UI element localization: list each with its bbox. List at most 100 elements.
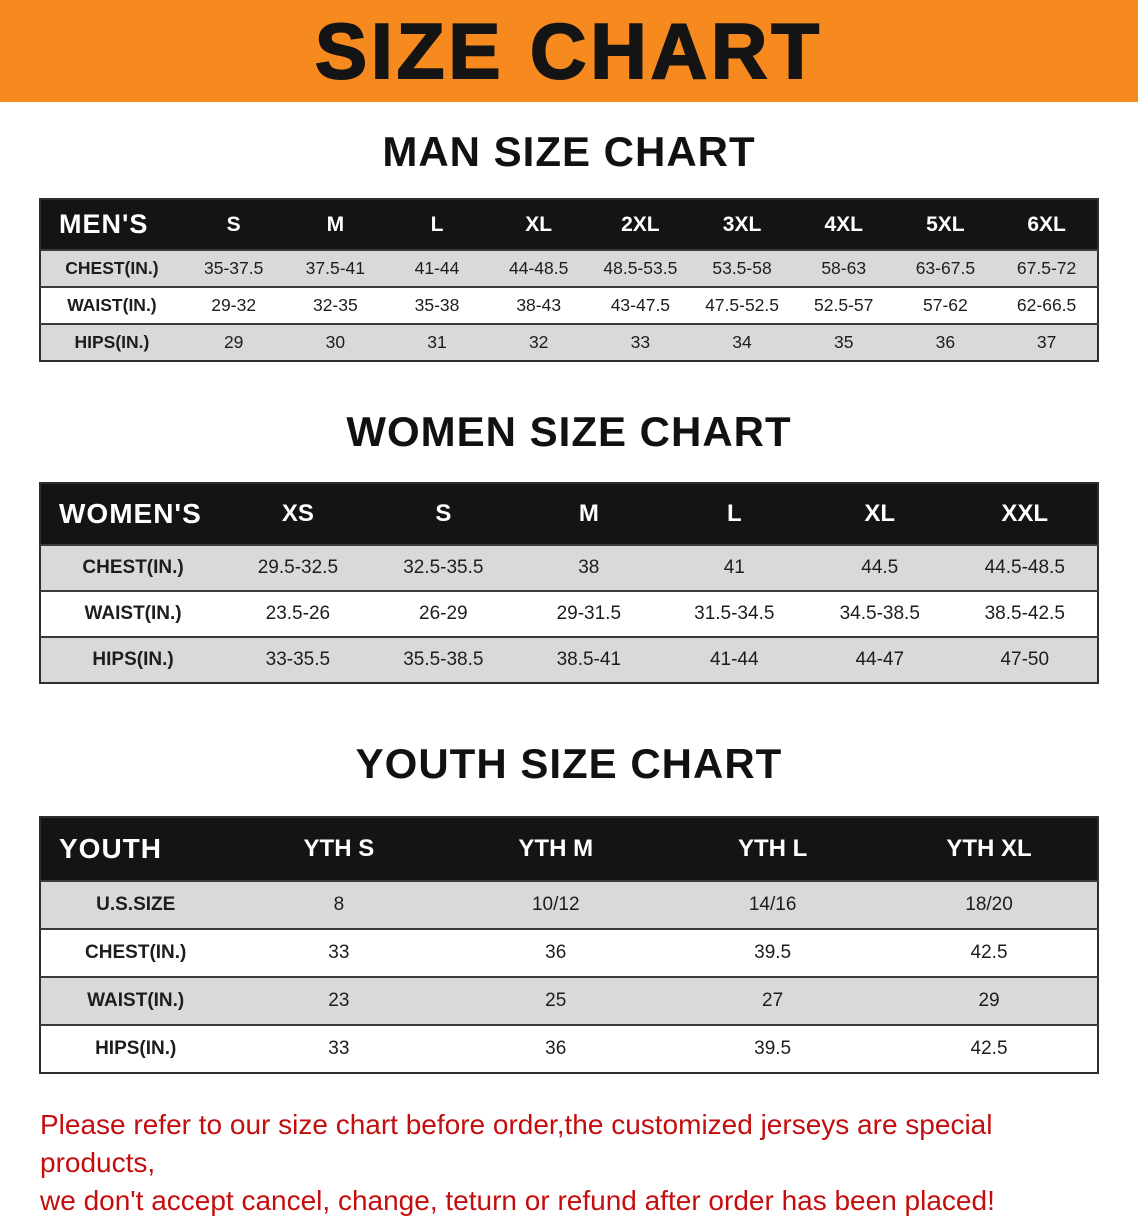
- table-cell: 18/20: [881, 880, 1098, 929]
- row-label: U.S.SIZE: [40, 880, 231, 929]
- table-cell: 48.5-53.5: [589, 249, 692, 287]
- table-cell: 38.5-41: [516, 636, 662, 683]
- table-row: U.S.SIZE 8 10/12 14/16 18/20: [40, 880, 1098, 929]
- table-cell: 42.5: [881, 928, 1098, 977]
- table-cell: 25: [447, 976, 665, 1025]
- table-cell: 57-62: [894, 286, 997, 324]
- column-header: M: [284, 199, 387, 250]
- column-header: XL: [807, 483, 953, 545]
- row-label: CHEST(IN.): [40, 928, 231, 977]
- row-label: HIPS(IN.): [40, 323, 183, 361]
- table-row: CHEST(IN.) 29.5-32.5 32.5-35.5 38 41 44.…: [40, 544, 1098, 591]
- table-cell: 34.5-38.5: [807, 590, 953, 637]
- table-cell: 63-67.5: [894, 249, 997, 287]
- column-header: YTH S: [230, 817, 448, 881]
- column-header: 6XL: [996, 199, 1098, 250]
- column-header: 5XL: [894, 199, 997, 250]
- table-cell: 42.5: [881, 1024, 1098, 1073]
- table-cell: 29-31.5: [516, 590, 662, 637]
- table-row: WAIST(IN.) 29-32 32-35 35-38 38-43 43-47…: [40, 286, 1098, 324]
- table-cell: 38-43: [487, 286, 590, 324]
- table-cell: 44.5-48.5: [952, 544, 1098, 591]
- order-notice: Please refer to our size chart before or…: [40, 1106, 1100, 1219]
- table-cell: 52.5-57: [792, 286, 895, 324]
- row-label: WAIST(IN.): [40, 590, 226, 637]
- women-section: WOMEN SIZE CHART WOMEN'S XS S M L XL XXL…: [0, 408, 1138, 684]
- men-table-header-row: MEN'S S M L XL 2XL 3XL 4XL 5XL 6XL: [40, 199, 1098, 250]
- table-cell: 35: [792, 323, 895, 361]
- column-header: YTH XL: [881, 817, 1098, 881]
- men-table-title: MEN'S: [40, 199, 183, 250]
- table-cell: 23: [230, 976, 448, 1025]
- column-header: XS: [225, 483, 371, 545]
- column-header: XXL: [952, 483, 1098, 545]
- row-label: CHEST(IN.): [40, 544, 226, 591]
- table-cell: 41-44: [386, 249, 488, 287]
- table-cell: 29.5-32.5: [225, 544, 371, 591]
- banner: SIZE CHART: [0, 0, 1138, 102]
- youth-table-header-row: YOUTH YTH S YTH M YTH L YTH XL: [40, 817, 1098, 881]
- women-section-heading: WOMEN SIZE CHART: [346, 408, 792, 455]
- men-section-heading: MAN SIZE CHART: [382, 128, 756, 175]
- column-header: 3XL: [691, 199, 793, 250]
- table-row: HIPS(IN.) 29 30 31 32 33 34 35 36 37: [40, 323, 1098, 361]
- column-header: M: [516, 483, 662, 545]
- table-cell: 23.5-26: [225, 590, 371, 637]
- table-cell: 39.5: [664, 1024, 882, 1073]
- table-cell: 37: [996, 323, 1098, 361]
- youth-section-heading: YOUTH SIZE CHART: [355, 740, 783, 787]
- table-cell: 10/12: [447, 880, 665, 929]
- table-cell: 32: [487, 323, 590, 361]
- table-cell: 39.5: [664, 928, 882, 977]
- table-cell: 47.5-52.5: [691, 286, 793, 324]
- women-table-title: WOMEN'S: [40, 483, 226, 545]
- table-cell: 32-35: [284, 286, 387, 324]
- table-cell: 31.5-34.5: [661, 590, 808, 637]
- column-header: YTH M: [447, 817, 665, 881]
- table-cell: 31: [386, 323, 488, 361]
- table-cell: 33: [589, 323, 692, 361]
- men-size-table: MEN'S S M L XL 2XL 3XL 4XL 5XL 6XL CHEST…: [39, 198, 1099, 362]
- table-row: CHEST(IN.) 33 36 39.5 42.5: [40, 928, 1098, 977]
- column-header: 4XL: [792, 199, 895, 250]
- notice-line-2: we don't accept cancel, change, teturn o…: [40, 1184, 995, 1216]
- column-header: S: [182, 199, 285, 250]
- table-row: CHEST(IN.) 35-37.5 37.5-41 41-44 44-48.5…: [40, 249, 1098, 287]
- table-cell: 67.5-72: [996, 249, 1098, 287]
- table-cell: 29-32: [182, 286, 285, 324]
- table-cell: 27: [664, 976, 882, 1025]
- women-table-header-row: WOMEN'S XS S M L XL XXL: [40, 483, 1098, 545]
- row-label: WAIST(IN.): [40, 286, 183, 324]
- row-label: WAIST(IN.): [40, 976, 231, 1025]
- page-title: SIZE CHART: [314, 7, 823, 95]
- row-label: CHEST(IN.): [40, 249, 183, 287]
- table-row: HIPS(IN.) 33-35.5 35.5-38.5 38.5-41 41-4…: [40, 636, 1098, 683]
- column-header: S: [370, 483, 517, 545]
- table-cell: 34: [691, 323, 793, 361]
- table-cell: 29: [182, 323, 285, 361]
- table-cell: 41-44: [661, 636, 808, 683]
- table-cell: 38: [516, 544, 662, 591]
- column-header: 2XL: [589, 199, 692, 250]
- table-cell: 32.5-35.5: [370, 544, 517, 591]
- youth-size-table: YOUTH YTH S YTH M YTH L YTH XL U.S.SIZE …: [39, 816, 1099, 1074]
- table-cell: 37.5-41: [284, 249, 387, 287]
- table-cell: 44.5: [807, 544, 953, 591]
- table-cell: 8: [230, 880, 448, 929]
- table-cell: 43-47.5: [589, 286, 692, 324]
- table-row: WAIST(IN.) 23 25 27 29: [40, 976, 1098, 1025]
- column-header: XL: [487, 199, 590, 250]
- row-label: HIPS(IN.): [40, 636, 226, 683]
- table-cell: 47-50: [952, 636, 1098, 683]
- table-cell: 35-38: [386, 286, 488, 324]
- table-cell: 58-63: [792, 249, 895, 287]
- table-cell: 36: [447, 928, 665, 977]
- table-cell: 33-35.5: [225, 636, 371, 683]
- table-cell: 36: [447, 1024, 665, 1073]
- row-label: HIPS(IN.): [40, 1024, 231, 1073]
- table-cell: 44-48.5: [487, 249, 590, 287]
- table-cell: 38.5-42.5: [952, 590, 1098, 637]
- table-cell: 35.5-38.5: [370, 636, 517, 683]
- table-row: WAIST(IN.) 23.5-26 26-29 29-31.5 31.5-34…: [40, 590, 1098, 637]
